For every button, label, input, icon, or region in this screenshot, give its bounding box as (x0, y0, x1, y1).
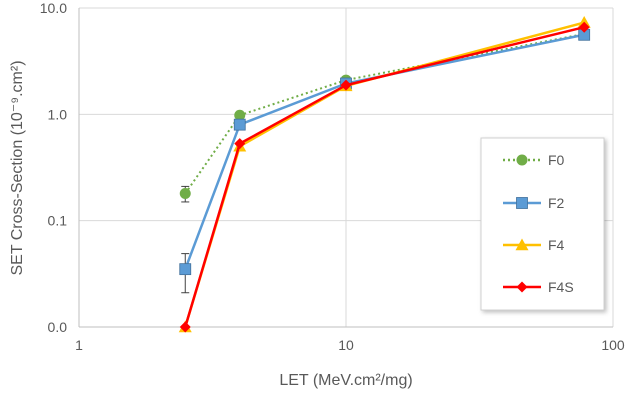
data-point-f4s (179, 321, 191, 333)
legend-marker (516, 281, 528, 293)
data-point-f2 (179, 263, 192, 276)
y-tick-label: 0.1 (48, 213, 68, 229)
data-point-f4s (340, 79, 352, 91)
legend-entry-f2: F2 (503, 195, 565, 211)
legend-marker (516, 154, 528, 166)
x-tick-label: 100 (601, 337, 625, 353)
data-point-f0 (179, 188, 191, 200)
legend-box (480, 137, 605, 311)
legend-entry-f4s: F4S (503, 279, 574, 295)
x-axis-label: LET (MeV.cm²/mg) (279, 372, 412, 389)
data-point-f0 (234, 109, 246, 121)
data-point-f4s (234, 138, 246, 150)
series-line-f2 (184, 33, 585, 270)
data-point-f4s (578, 21, 590, 33)
y-axis-label: SET Cross-Section (10⁻⁹.cm²) (9, 60, 26, 275)
legend-marker (516, 197, 528, 209)
legend-marker (515, 238, 529, 251)
legend: F0 F2 F4 F4S (480, 137, 605, 311)
series-line-f4s (184, 25, 585, 328)
legend-entry-f0: F0 (503, 152, 565, 168)
data-point-f2 (233, 118, 246, 131)
legend-label: F0 (548, 152, 565, 168)
x-tick-label: 1 (75, 337, 83, 353)
y-tick-label: 10.0 (40, 0, 67, 16)
x-tick-label: 10 (338, 337, 354, 353)
legend-label: F4 (548, 237, 565, 253)
series-line-f0 (184, 32, 585, 195)
series (178, 16, 591, 333)
legend-label: F4S (548, 279, 574, 295)
axes: 1 10 100 0.0 0.1 1.0 10.0 (40, 0, 625, 353)
y-tick-label: 1.0 (48, 106, 68, 122)
legend-label: F2 (548, 195, 565, 211)
legend-entry-f4: F4 (503, 237, 565, 253)
y-tick-label: 0.0 (48, 319, 68, 335)
series-f4s (179, 21, 590, 333)
